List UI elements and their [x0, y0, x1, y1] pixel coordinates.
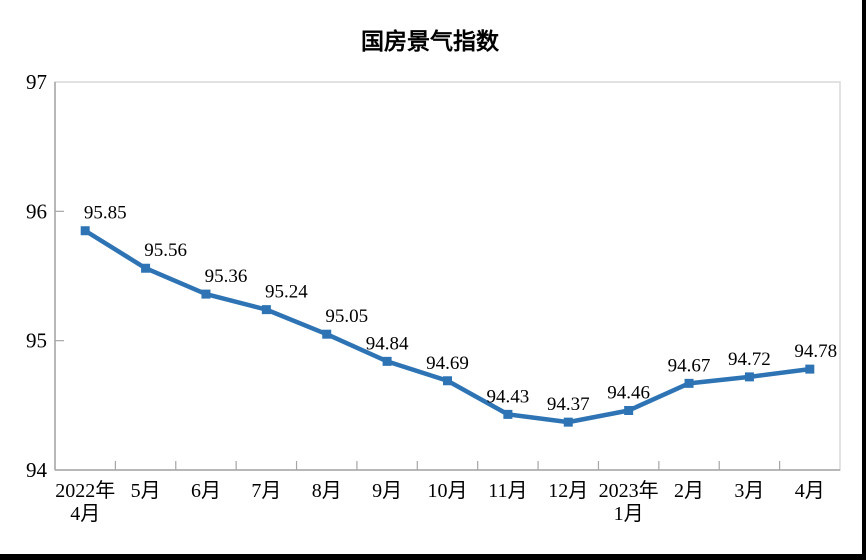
data-point-label: 94.72 [728, 349, 771, 370]
data-point-marker [201, 289, 211, 299]
data-point-marker [261, 305, 271, 315]
data-point-marker [382, 356, 392, 366]
y-tick-label: 95 [26, 329, 47, 353]
x-category-label: 7月 [251, 480, 281, 502]
data-point-label: 95.85 [84, 203, 127, 224]
page-edge-right [862, 0, 866, 560]
x-category-label: 2月 [674, 480, 704, 502]
data-point-label: 95.24 [265, 282, 308, 303]
x-category-label: 5月 [131, 480, 161, 502]
x-category-label: 4月 [70, 503, 100, 525]
data-point-label: 94.69 [426, 353, 469, 374]
page-edge-bottom [0, 554, 866, 560]
x-category-label: 11月 [488, 480, 527, 502]
x-category-label: 1月 [614, 503, 644, 525]
y-tick-label: 94 [26, 458, 48, 482]
data-point-marker [141, 263, 151, 273]
data-point-label: 94.67 [668, 355, 711, 376]
data-point-label: 94.84 [366, 333, 409, 354]
x-category-label: 4月 [795, 480, 825, 502]
data-point-marker [563, 417, 573, 427]
x-category-label: 2022年 [55, 479, 115, 502]
y-tick-label: 97 [26, 70, 47, 94]
data-point-label: 94.46 [607, 383, 650, 404]
data-point-marker [80, 226, 90, 236]
data-point-marker [684, 378, 694, 388]
x-category-label: 12月 [548, 480, 588, 502]
data-point-marker [322, 329, 332, 339]
x-category-label: 6月 [191, 480, 221, 502]
data-point-marker [503, 409, 513, 419]
data-point-marker [805, 364, 815, 374]
data-point-label: 95.05 [325, 306, 368, 327]
data-point-label: 95.36 [205, 266, 248, 287]
data-point-label: 95.56 [144, 240, 187, 261]
x-category-label: 10月 [428, 480, 468, 502]
x-category-label: 3月 [734, 480, 764, 502]
data-point-marker [443, 376, 452, 386]
data-point-marker [624, 406, 634, 416]
y-tick-label: 96 [26, 199, 47, 223]
data-point-label: 94.43 [487, 386, 530, 407]
x-category-label: 9月 [372, 480, 402, 502]
data-line [82, 228, 813, 425]
data-point-label: 94.37 [547, 394, 590, 415]
chart-title: 国房景气指数 [361, 28, 499, 54]
x-category-label: 8月 [312, 480, 342, 502]
x-category-label: 2023年 [599, 479, 659, 502]
data-point-label: 94.78 [794, 341, 837, 362]
data-point-marker [744, 372, 754, 382]
plot-border [54, 81, 841, 471]
